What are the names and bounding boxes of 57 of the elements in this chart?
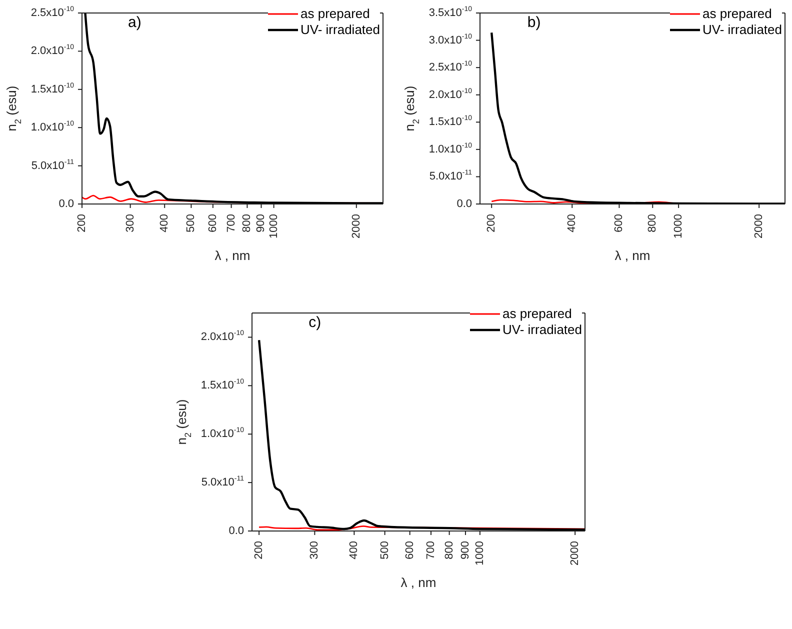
y-tick-label: 2.5x10$^{-10}$ xyxy=(428,60,472,74)
x-tick-label: 1000 xyxy=(672,214,685,238)
x-axis-title: λ , nm xyxy=(614,248,650,263)
y-tick-label: 1.0x10$^{-10}$ xyxy=(30,120,74,134)
y-tick-label: 2.0x10$^{-10}$ xyxy=(200,330,244,344)
x-tick-label: 700 xyxy=(424,541,437,560)
x-tick-label: 900 xyxy=(255,214,268,232)
x-tick-label: 400 xyxy=(158,214,171,232)
x-tick-label: 800 xyxy=(443,541,456,560)
x-tick-label: 200 xyxy=(253,541,266,560)
x-tick-label: 2000 xyxy=(350,214,362,238)
legend-label: as prepared xyxy=(300,6,370,22)
y-tick-label: 1.5x10$^{-10}$ xyxy=(30,82,74,96)
y-tick-label: 2.0x10$^{-10}$ xyxy=(428,88,472,101)
x-tick-label: 200 xyxy=(76,214,88,232)
y-tick-label: 3.0x10$^{-10}$ xyxy=(428,33,472,46)
x-tick-label: 300 xyxy=(124,214,136,232)
y-tick-label: 5.0x10$^{-11}$ xyxy=(31,158,74,172)
y-tick-label: 2.0x10$^{-10}$ xyxy=(30,44,74,58)
x-tick-label: 600 xyxy=(206,214,219,232)
y-tick-label: 1.0x10$^{-10}$ xyxy=(428,142,472,156)
x-tick-label: 400 xyxy=(566,214,578,232)
y-tick-label: 5.0x10$^{-11}$ xyxy=(201,476,244,489)
annotation: a) xyxy=(128,14,142,31)
legend-label: UV- irradiated xyxy=(300,22,380,38)
y-tick-label: 5.0x10$^{-11}$ xyxy=(429,170,472,183)
y-tick-label: 2.5x10$^{-10}$ xyxy=(30,6,74,19)
x-tick-label: 300 xyxy=(308,541,321,560)
x-tick-label: 800 xyxy=(241,214,254,232)
x-tick-label: 700 xyxy=(225,214,238,232)
x-tick-label: 2000 xyxy=(753,214,766,238)
y-tick-label: 0.0 xyxy=(228,525,244,537)
x-axis-title: λ , nm xyxy=(214,248,250,263)
x-tick-label: 2000 xyxy=(569,541,582,566)
annotation: c) xyxy=(308,314,322,331)
legend-label: UV- irradiated xyxy=(502,322,582,338)
x-tick-label: 500 xyxy=(185,214,198,232)
x-tick-label: 1000 xyxy=(268,214,280,238)
y-tick-label: 3.5x10$^{-10}$ xyxy=(428,6,472,19)
y-tick-label: 1.0x10$^{-10}$ xyxy=(200,427,244,440)
x-tick-label: 400 xyxy=(348,541,360,560)
legend-label: as prepared xyxy=(702,6,772,22)
x-axis-title: λ , nm xyxy=(400,575,436,590)
x-tick-label: 900 xyxy=(459,541,472,560)
y-tick-label: 1.5x10$^{-10}$ xyxy=(200,378,244,392)
y-tick-label: 1.5x10$^{-10}$ xyxy=(428,115,472,128)
x-tick-label: 600 xyxy=(404,541,416,560)
x-tick-label: 500 xyxy=(378,541,391,560)
y-tick-label: 0.0 xyxy=(58,198,74,210)
y-tick-label: 0.0 xyxy=(456,198,472,210)
x-tick-label: 1000 xyxy=(474,541,486,566)
x-tick-label: 600 xyxy=(613,214,626,232)
annotation: b) xyxy=(527,14,541,31)
legend-label: as prepared xyxy=(502,306,572,322)
x-tick-label: 200 xyxy=(486,214,498,232)
legend-label: UV- irradiated xyxy=(702,22,782,38)
x-tick-label: 800 xyxy=(646,214,659,232)
